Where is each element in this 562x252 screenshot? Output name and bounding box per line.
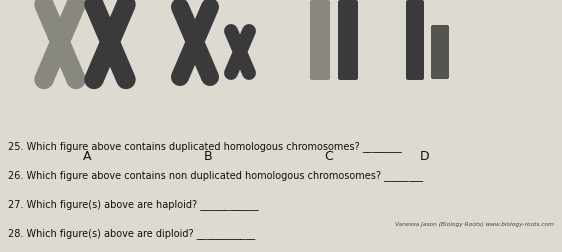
Text: 26. Which figure above contains non duplicated homologous chromosomes? ________: 26. Which figure above contains non dupl… [8,170,424,181]
Text: Vanessa Jason (Biology Roots) www.biology-roots.com: Vanessa Jason (Biology Roots) www.biolog… [395,222,554,227]
Text: 28. Which figure(s) above are diploid? ____________: 28. Which figure(s) above are diploid? _… [8,228,256,239]
Text: A: A [83,150,92,163]
FancyBboxPatch shape [431,25,449,79]
Text: 27. Which figure(s) above are haploid? ____________: 27. Which figure(s) above are haploid? _… [8,199,259,210]
Text: 25. Which figure above contains duplicated homologous chromosomes? ________: 25. Which figure above contains duplicat… [8,141,402,152]
FancyBboxPatch shape [310,0,330,80]
Text: B: B [203,150,212,163]
Text: D: D [419,150,429,163]
FancyBboxPatch shape [406,0,424,80]
FancyBboxPatch shape [338,0,358,80]
Text: C: C [324,150,333,163]
